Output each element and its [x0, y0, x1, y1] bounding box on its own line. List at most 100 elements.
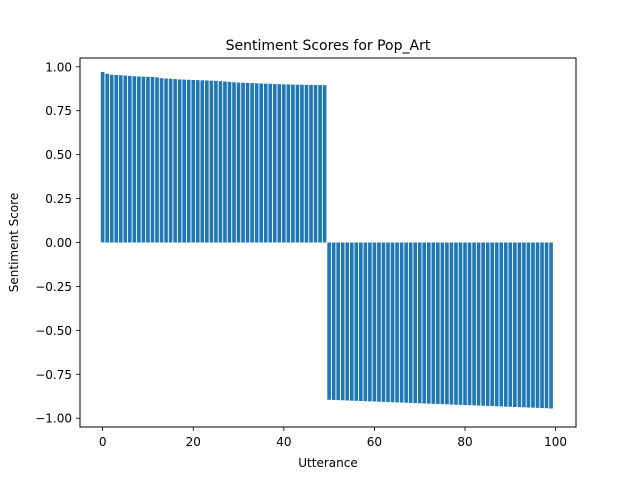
bar [395, 242, 399, 403]
bar [363, 242, 368, 402]
bar [454, 242, 458, 405]
y-tick-label: 0.00 [45, 236, 72, 250]
y-tick-label: 1.00 [45, 60, 72, 74]
bar [146, 76, 150, 243]
bar [318, 85, 322, 243]
bar [340, 242, 345, 401]
bar [182, 79, 186, 243]
bar [232, 82, 236, 243]
bar [408, 242, 413, 403]
x-tick-label: 0 [99, 435, 107, 449]
bar [132, 76, 137, 243]
bar [467, 242, 472, 406]
bar [381, 242, 386, 402]
bar [191, 79, 196, 243]
bar [522, 242, 526, 408]
bar [209, 80, 214, 243]
bar [372, 242, 377, 402]
bar [445, 242, 449, 405]
bar [173, 79, 177, 243]
bar [291, 84, 295, 243]
bar [141, 76, 146, 243]
bar [118, 75, 123, 243]
y-tick-label: 0.75 [45, 104, 72, 118]
x-tick-label: 20 [186, 435, 201, 449]
bar [390, 242, 395, 403]
bar [377, 242, 381, 402]
bar [322, 85, 327, 243]
bar [186, 79, 191, 243]
bar [549, 242, 553, 409]
bar [282, 84, 286, 243]
bar [250, 83, 254, 243]
bar [540, 242, 544, 409]
x-tick-label: 40 [276, 435, 291, 449]
bar [490, 242, 495, 407]
bar [331, 242, 336, 400]
bar [272, 84, 277, 243]
bar [436, 242, 440, 404]
bar [531, 242, 535, 408]
y-tick-label: −0.25 [35, 280, 72, 294]
bar [494, 242, 499, 407]
bar [223, 81, 227, 243]
bar [426, 242, 431, 404]
bar [535, 242, 540, 408]
bar [354, 242, 359, 401]
bar [259, 83, 263, 243]
x-axis: 0 20 40 60 80 100 [99, 427, 567, 449]
x-tick-label: 100 [544, 435, 567, 449]
bar [159, 78, 164, 243]
bar [422, 242, 427, 404]
bar [481, 242, 485, 406]
bar [268, 83, 273, 243]
bar [472, 242, 476, 406]
bar [263, 83, 268, 243]
x-tick-label: 80 [457, 435, 472, 449]
bar [463, 242, 467, 406]
bar [508, 242, 513, 407]
bar [128, 75, 132, 243]
bars [100, 72, 553, 409]
y-tick-label: −1.00 [35, 412, 72, 426]
y-tick-label: −0.50 [35, 324, 72, 338]
bar [544, 242, 549, 409]
bar [413, 242, 417, 404]
bar [513, 242, 517, 407]
bar [399, 242, 404, 403]
bar [155, 77, 159, 243]
bar [105, 73, 109, 243]
bar [150, 76, 155, 243]
bar [114, 75, 119, 243]
bar [359, 242, 363, 401]
bar [277, 84, 282, 243]
x-axis-title: Utterance [298, 456, 357, 470]
bar [236, 82, 241, 243]
bar [245, 82, 250, 243]
bar [309, 84, 313, 243]
bar [300, 84, 304, 243]
bar [100, 72, 105, 243]
y-tick-label: −0.75 [35, 368, 72, 382]
bar [345, 242, 350, 401]
bar [313, 85, 318, 243]
bar [485, 242, 490, 406]
y-tick-label: 0.25 [45, 192, 72, 206]
y-axis-title: Sentiment Score [7, 193, 21, 292]
bar [499, 242, 504, 407]
x-tick-label: 60 [367, 435, 382, 449]
bar [205, 80, 209, 243]
bar [458, 242, 463, 405]
bar [476, 242, 481, 406]
bar [304, 84, 309, 243]
bar [349, 242, 354, 401]
bar [177, 79, 182, 243]
y-tick-label: 0.50 [45, 148, 72, 162]
bar [137, 76, 141, 243]
bar [404, 242, 408, 403]
bar [440, 242, 445, 405]
bar [168, 78, 173, 243]
bar [164, 78, 168, 243]
bar [227, 81, 232, 243]
bar [254, 83, 259, 243]
